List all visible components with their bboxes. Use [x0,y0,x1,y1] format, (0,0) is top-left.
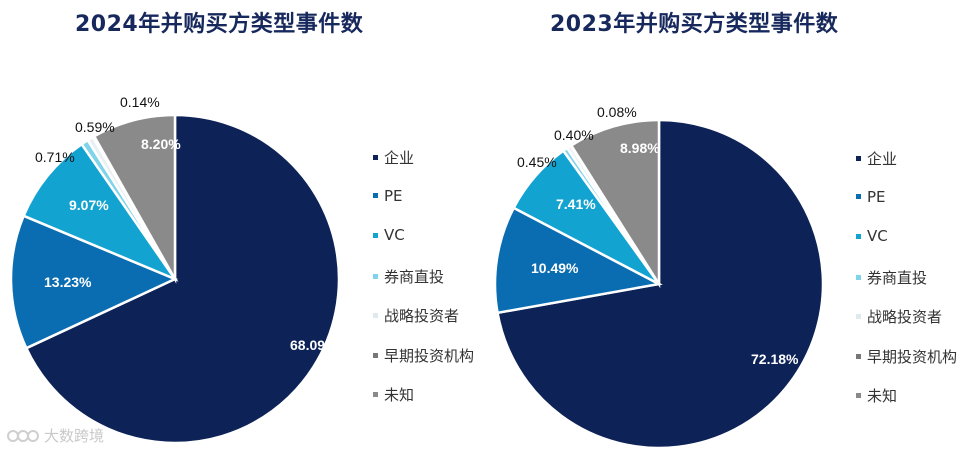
legend-label: VC [867,227,888,245]
legend-swatch [373,193,378,198]
pie-data-label: 0.59% [75,119,115,135]
legend-item: VC [856,227,888,245]
legend-item: 未知 [373,384,414,405]
pie-data-label: 0.14% [120,94,160,110]
legend-label: 战略投资者 [867,308,943,326]
legend-label: 战略投资者 [384,307,460,325]
pie-2023: 72.18% 10.49% 7.41% 0.45% 0.40%0.08% 8.98% [493,104,825,450]
legend-swatch [373,313,378,318]
legend-item: 企业 [856,148,897,169]
legend-item: 早期投资机构 [856,346,957,367]
legend-item: VC [373,226,405,244]
legend-item: 券商直投 [856,267,927,288]
legend-label: 券商直投 [867,268,928,287]
pie-data-label: 7.41% [556,196,596,212]
legend-label: VC [384,226,405,244]
pie-data-label: 68.09% [290,337,338,353]
pie-data-label: 0.45% [517,154,557,170]
pie-data-label: 13.23% [44,274,92,290]
legend-label: 未知 [867,387,898,405]
legend-label: 券商直投 [384,267,445,286]
pie-slice [92,113,177,284]
watermark: 大数跨境 [6,424,104,446]
pie-data-label: 0.40% [554,127,594,143]
legend-label: PE [867,187,886,206]
legend-label: 早期投资机构 [867,347,958,366]
legend-swatch [373,392,378,397]
pie-slice [9,214,179,350]
legend-item: 战略投资者 [373,305,459,326]
legend-swatch [856,393,861,398]
pie-slice [22,142,179,282]
legend-swatch [856,194,861,199]
legend-item: PE [373,187,403,205]
legend-swatch [856,353,861,359]
pie-data-label: 10.49% [531,260,579,276]
legend-item: 券商直投 [373,266,444,287]
pie-2024: 68.09% 13.23% 9.07% 0.71%0.59% 0.14% 8.20% [9,94,341,445]
legend-label: 企业 [384,149,415,167]
legend-swatch [856,156,861,161]
watermark-text: 大数跨境 [44,426,105,445]
pie-data-label: 0.08% [597,104,637,120]
legend-label: 早期投资机构 [384,346,475,365]
pie-slice [569,118,661,289]
legend-swatch [373,273,378,279]
legend-item: 未知 [856,385,897,406]
legend-label: 未知 [384,386,415,404]
legend-item: 企业 [373,147,414,168]
legend-swatch [373,155,378,160]
pie-data-label: 8.20% [141,136,181,152]
pie-data-label: 9.07% [69,197,109,213]
legend-swatch [856,233,861,239]
legend-item: PE [856,188,886,206]
pie-slice [24,113,341,445]
pie-data-label: 0.71% [35,149,75,165]
legend-swatch [856,314,861,319]
chart-title-2024: 2024年并购买方类型事件数 [75,12,364,37]
legend-swatch [373,232,378,238]
legend-label: 企业 [867,150,898,168]
pie-slice [493,206,663,315]
legend-swatch [373,352,378,358]
pie-data-label: 72.18% [751,351,799,367]
legend-item: 战略投资者 [856,306,942,327]
legend-swatch [856,274,861,280]
legend-item: 早期投资机构 [373,345,474,366]
pie-data-label: 8.98% [620,140,660,156]
legend-label: PE [384,186,403,205]
chart-title-2023: 2023年并购买方类型事件数 [550,12,839,37]
watermark-logo-icon [7,430,39,442]
